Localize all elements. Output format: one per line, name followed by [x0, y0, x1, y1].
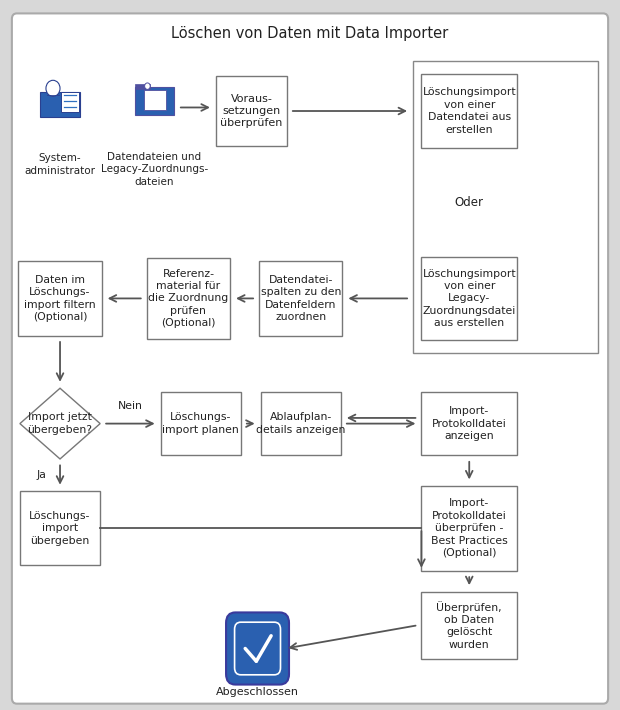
FancyBboxPatch shape: [135, 84, 150, 89]
Text: Oder: Oder: [454, 196, 484, 209]
Text: Löschen von Daten mit Data Importer: Löschen von Daten mit Data Importer: [171, 26, 449, 40]
FancyBboxPatch shape: [422, 486, 517, 571]
FancyBboxPatch shape: [147, 258, 230, 339]
FancyBboxPatch shape: [61, 92, 79, 112]
Text: System-
administrator: System- administrator: [25, 153, 95, 176]
Polygon shape: [20, 388, 100, 459]
Text: Löschungsimport
von einer
Datendatei aus
erstellen: Löschungsimport von einer Datendatei aus…: [422, 87, 516, 135]
FancyBboxPatch shape: [234, 622, 280, 674]
FancyBboxPatch shape: [20, 491, 100, 565]
Text: Ja: Ja: [37, 470, 46, 480]
Text: Löschungsimport
von einer
Legacy-
Zuordnungsdatei
aus erstellen: Löschungsimport von einer Legacy- Zuordn…: [422, 268, 516, 328]
Text: Voraus-
setzungen
überprüfen: Voraus- setzungen überprüfen: [220, 94, 283, 129]
FancyBboxPatch shape: [40, 92, 80, 117]
Text: Referenz-
material für
die Zuordnung
prüfen
(Optional): Referenz- material für die Zuordnung prü…: [148, 268, 229, 328]
FancyBboxPatch shape: [216, 76, 287, 146]
FancyBboxPatch shape: [12, 13, 608, 704]
Text: Datendatei-
spalten zu den
Datenfeldern
zuordnen: Datendatei- spalten zu den Datenfeldern …: [260, 275, 341, 322]
FancyBboxPatch shape: [422, 74, 517, 148]
FancyBboxPatch shape: [422, 392, 517, 455]
Text: Löschungs-
import planen: Löschungs- import planen: [162, 413, 239, 435]
Text: Ablaufplan-
details anzeigen: Ablaufplan- details anzeigen: [256, 413, 345, 435]
FancyBboxPatch shape: [422, 257, 517, 340]
Text: Überprüfen,
ob Daten
gelöscht
wurden: Überprüfen, ob Daten gelöscht wurden: [436, 601, 502, 650]
Text: Import-
Protokolldatei
anzeigen: Import- Protokolldatei anzeigen: [432, 406, 507, 441]
Text: Löschungs-
import
übergeben: Löschungs- import übergeben: [29, 511, 91, 546]
FancyBboxPatch shape: [413, 61, 598, 353]
FancyBboxPatch shape: [422, 591, 517, 659]
Circle shape: [46, 80, 60, 97]
Text: Datendateien und
Legacy-Zuordnungs-
dateien: Datendateien und Legacy-Zuordnungs- date…: [101, 152, 208, 187]
FancyBboxPatch shape: [259, 261, 342, 336]
Text: Import-
Protokolldatei
überprüfen -
Best Practices
(Optional): Import- Protokolldatei überprüfen - Best…: [431, 498, 508, 558]
FancyBboxPatch shape: [135, 87, 174, 115]
FancyBboxPatch shape: [226, 613, 289, 684]
Circle shape: [144, 83, 150, 89]
FancyBboxPatch shape: [19, 261, 102, 336]
FancyBboxPatch shape: [260, 392, 341, 455]
FancyBboxPatch shape: [144, 90, 166, 110]
Text: Abgeschlossen: Abgeschlossen: [216, 687, 299, 697]
Text: Nein: Nein: [118, 401, 143, 411]
FancyBboxPatch shape: [161, 392, 241, 455]
Text: Import jetzt
übergeben?: Import jetzt übergeben?: [27, 413, 92, 435]
Text: Daten im
Löschungs-
import filtern
(Optional): Daten im Löschungs- import filtern (Opti…: [24, 275, 96, 322]
